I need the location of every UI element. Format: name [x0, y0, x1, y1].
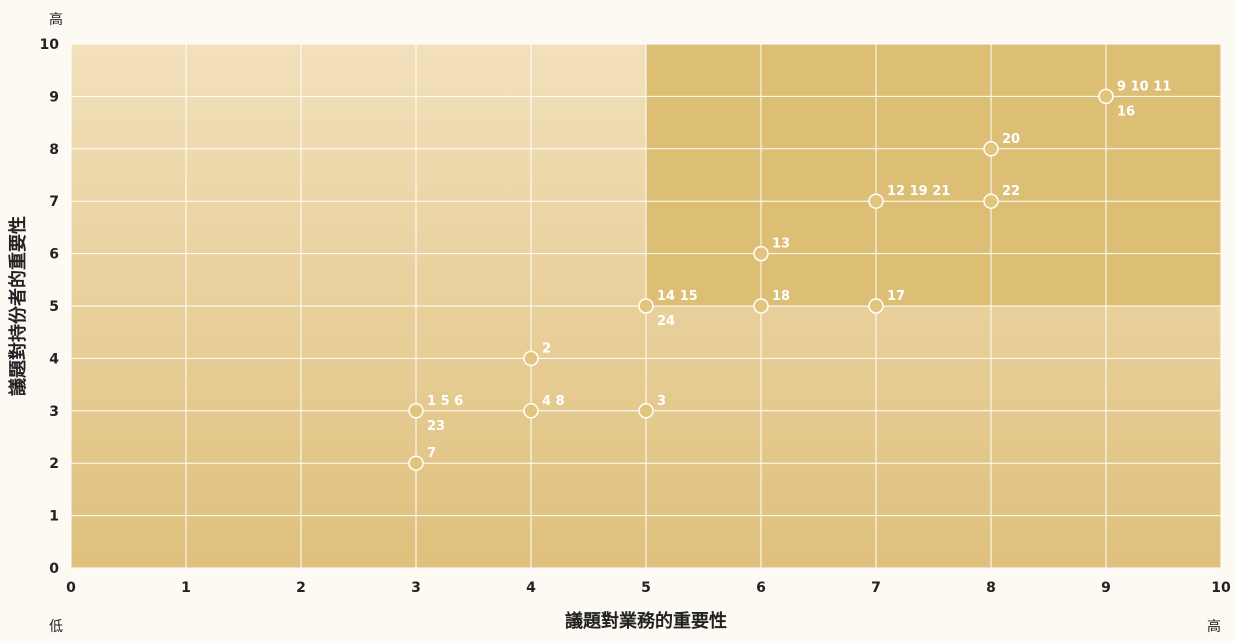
- data-point-label: 17: [887, 289, 905, 304]
- x-tick-label: 2: [296, 580, 306, 596]
- y-tick-label: 9: [49, 89, 59, 105]
- data-point-label: 24: [657, 314, 675, 329]
- y-tick-label: 5: [49, 299, 59, 315]
- data-point: [983, 141, 999, 157]
- x-tick-label: 1: [181, 580, 191, 596]
- x-tick-label: 0: [66, 580, 76, 596]
- y-tick-label: 10: [40, 37, 60, 53]
- data-point: [868, 298, 884, 314]
- x-axis-title: 議題對業務的重要性: [565, 610, 727, 632]
- data-point: [638, 298, 654, 314]
- data-point: [638, 403, 654, 419]
- x-tick-label: 9: [1101, 580, 1111, 596]
- data-point: [523, 350, 539, 367]
- x-axis-low-label: 低: [49, 619, 63, 635]
- y-tick-label: 0: [49, 561, 59, 577]
- data-point-label: 16: [1117, 104, 1135, 119]
- data-point-label: 4 8: [542, 394, 565, 409]
- data-point-label: 12 19 21: [887, 184, 950, 199]
- data-point: [753, 245, 769, 262]
- y-tick-label: 2: [49, 456, 59, 472]
- y-tick-label: 4: [49, 351, 59, 367]
- data-point-label: 20: [1002, 132, 1020, 147]
- data-point-label: 18: [772, 289, 790, 304]
- data-point: [1098, 88, 1114, 105]
- data-point: [408, 403, 424, 419]
- y-tick-label: 1: [49, 509, 59, 525]
- x-tick-label: 10: [1211, 580, 1231, 596]
- x-tick-label: 8: [986, 580, 996, 596]
- data-point: [868, 193, 884, 209]
- data-point: [408, 455, 424, 471]
- x-tick-label: 3: [411, 580, 421, 596]
- data-point: [523, 403, 539, 419]
- data-point-label: 7: [427, 446, 436, 461]
- x-tick-label: 4: [526, 580, 536, 596]
- x-tick-label: 6: [756, 580, 766, 596]
- data-point: [983, 193, 999, 209]
- data-point-label: 23: [427, 419, 445, 434]
- y-tick-label: 6: [49, 247, 59, 263]
- data-point-label: 3: [657, 394, 666, 409]
- data-point-label: 1 5 6: [427, 394, 463, 409]
- data-point-label: 13: [772, 237, 790, 252]
- y-tick-label: 3: [49, 404, 59, 420]
- data-point-label: 14 15: [657, 289, 698, 304]
- data-point-label: 22: [1002, 184, 1020, 199]
- data-point-label: 2: [542, 341, 551, 356]
- x-tick-label: 5: [641, 580, 651, 596]
- y-tick-label: 8: [49, 142, 59, 158]
- data-point-label: 9 10 11: [1117, 79, 1171, 94]
- data-point: [753, 298, 769, 314]
- x-tick-label: 7: [871, 580, 881, 596]
- y-tick-label: 7: [49, 194, 59, 210]
- x-axis-high-label: 高: [1207, 618, 1221, 635]
- high-priority-quadrant: [646, 44, 1221, 306]
- y-axis-high-label: 高: [49, 11, 63, 28]
- y-axis-title: 議題對持份者的重要性: [7, 216, 29, 396]
